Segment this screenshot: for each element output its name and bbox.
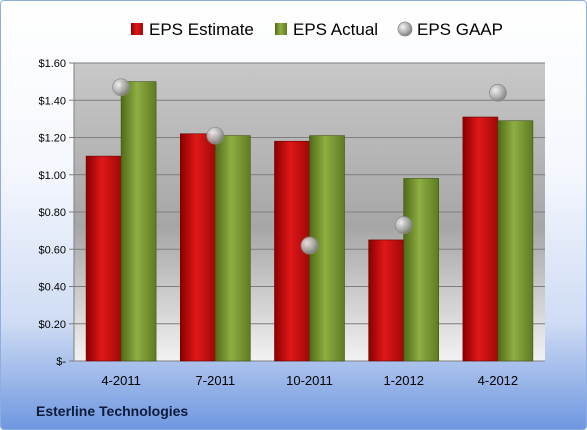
y-tick-label: $0.80 [38, 207, 66, 219]
y-tick-label: $1.00 [38, 170, 66, 182]
x-tick-label: 1-2012 [383, 373, 423, 388]
x-tick-label: 10-2011 [286, 373, 333, 388]
marker-eps-gaap [300, 236, 319, 255]
bar-eps-actual [497, 120, 534, 362]
legend-label: EPS Actual [293, 20, 378, 39]
bar-eps-actual [215, 135, 251, 362]
y-tick-label: $1.60 [38, 58, 66, 70]
bar-eps-estimate [368, 239, 405, 362]
y-tick-label: $0.40 [38, 282, 66, 294]
marker-eps-gaap [112, 78, 130, 97]
bar-eps-actual [120, 81, 157, 362]
x-tick-label: 7-2011 [196, 373, 236, 388]
y-tick-label: $1.40 [38, 95, 66, 107]
bar-eps-estimate [462, 116, 499, 362]
bar-eps-estimate [180, 133, 216, 362]
bar-eps-estimate [85, 155, 122, 362]
legend-swatch-eps-gaap [397, 21, 413, 37]
y-tick-label: $0.60 [38, 244, 66, 256]
legend-swatch-eps-estimate [131, 23, 143, 35]
bar-eps-actual [403, 178, 440, 362]
marker-eps-gaap [206, 126, 225, 145]
x-tick-label: 4-2012 [478, 373, 518, 388]
y-tick-label: $- [56, 356, 66, 368]
legend-label: EPS Estimate [149, 20, 254, 39]
legend-label: EPS GAAP [417, 20, 503, 39]
legend-swatch-eps-actual [275, 23, 287, 35]
y-tick-label: $1.20 [38, 133, 66, 145]
x-tick-label: 4-2011 [101, 373, 141, 388]
y-tick-label: $0.20 [38, 319, 66, 331]
marker-eps-gaap [394, 216, 413, 234]
marker-eps-gaap [488, 83, 507, 102]
company-name: Esterline Technologies [36, 403, 189, 419]
